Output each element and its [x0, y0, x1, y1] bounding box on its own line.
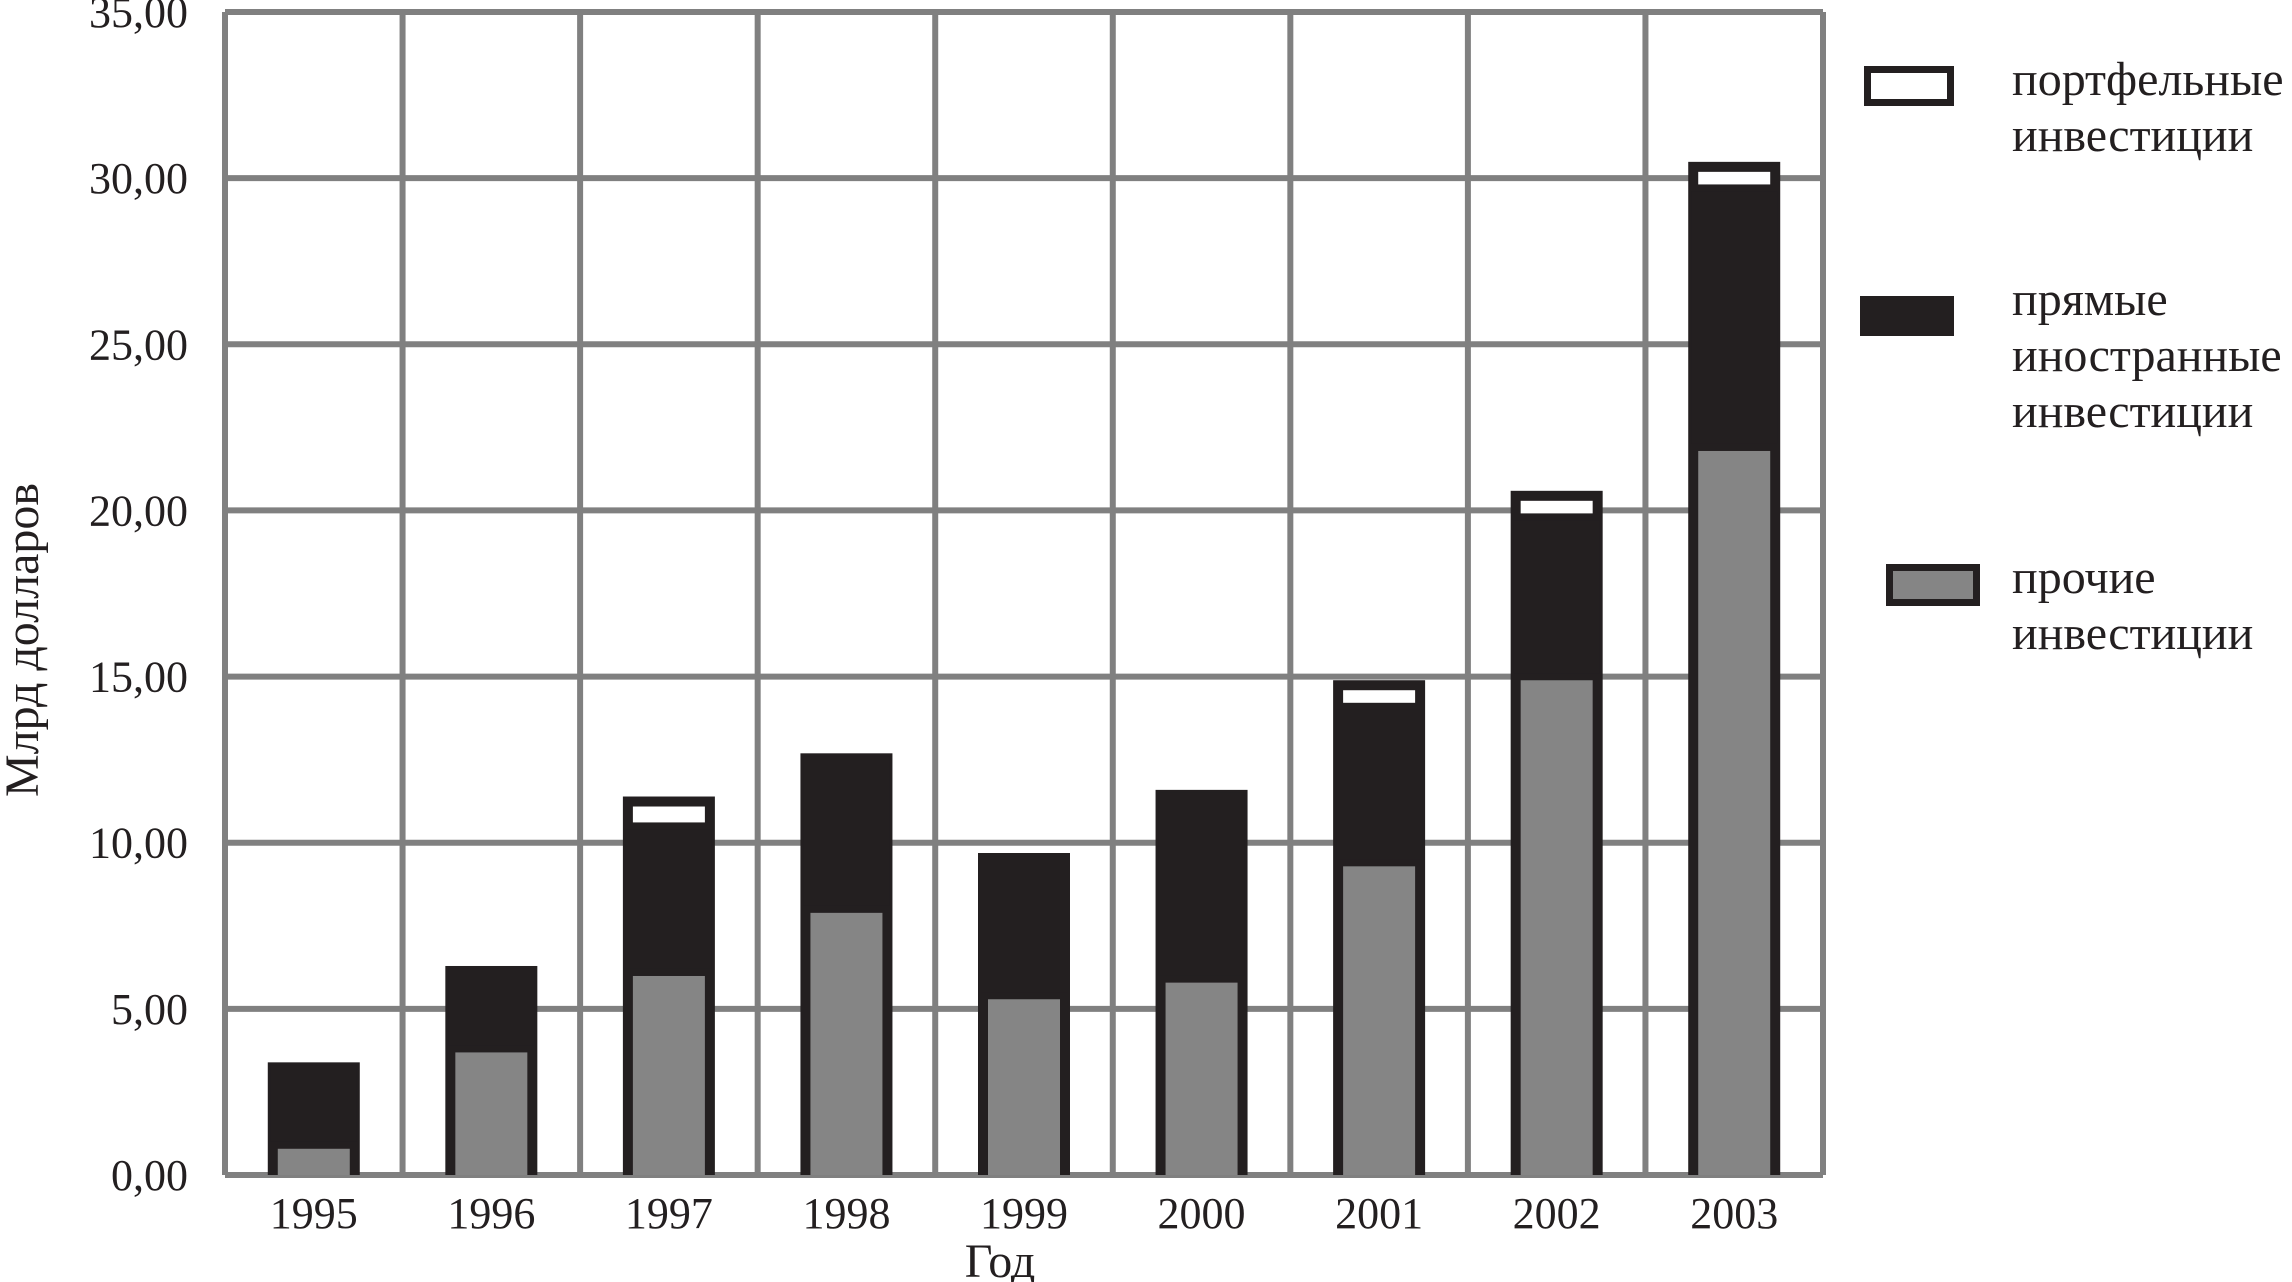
- bar-segment-portfolio: [1343, 690, 1416, 703]
- x-tick-label: 1997: [625, 1189, 713, 1238]
- bar-segment-other: [1343, 866, 1416, 1175]
- bar-segment-portfolio: [632, 806, 705, 823]
- legend-swatch-fdi: [1860, 296, 1954, 336]
- bar-segment-other: [455, 1052, 528, 1175]
- y-tick-label: 0,00: [111, 1151, 188, 1200]
- bar-segment-other: [988, 999, 1060, 1175]
- x-tick-labels: 1995 1996 1997 1998 1999 2000 2001 2002 2003: [270, 1189, 1778, 1238]
- bar-segment-other: [1520, 680, 1593, 1175]
- y-tick-label: 35,00: [89, 0, 188, 37]
- bar-segment-other: [1698, 450, 1771, 1175]
- x-tick-label: 1998: [802, 1189, 890, 1238]
- bar-segment-fdi: [1158, 792, 1245, 976]
- legend-text: инвестиции: [2012, 607, 2254, 660]
- y-tick-label: 5,00: [111, 985, 188, 1034]
- x-tick-label: 2001: [1335, 1189, 1423, 1238]
- grid-lines: [222, 9, 1826, 1178]
- y-tick-label: 30,00: [89, 154, 188, 203]
- x-tick-label: 1995: [270, 1189, 358, 1238]
- legend-label-fdi: прямые иностранные инвестиции: [2012, 272, 2282, 440]
- bar-segment-portfolio: [1698, 171, 1771, 185]
- x-tick-label: 1996: [447, 1189, 535, 1238]
- bar-segment-fdi: [1691, 191, 1778, 444]
- legend-swatch-other: [1886, 564, 1980, 606]
- x-tick-label: 2003: [1690, 1189, 1778, 1238]
- legend-swatch-portfolio: [1864, 66, 1954, 106]
- bar-segment-fdi: [1336, 709, 1423, 860]
- legend-text: портфельные: [2012, 53, 2284, 106]
- x-axis-title: Год: [965, 1235, 1036, 1282]
- legend-text: прямые: [2012, 273, 2168, 326]
- y-tick-label: 20,00: [89, 486, 188, 535]
- x-tick-label: 1999: [980, 1189, 1068, 1238]
- bar-segment-fdi: [448, 968, 535, 1046]
- y-tick-label: 25,00: [89, 320, 188, 369]
- x-tick-label: 2002: [1513, 1189, 1601, 1238]
- legend-label-other: прочие инвестиции: [2012, 550, 2253, 662]
- bar-segment-fdi: [803, 756, 890, 906]
- legend-text: иностранные: [2012, 329, 2282, 382]
- bar-segment-other: [810, 912, 883, 1175]
- bar-segment-other: [277, 1148, 350, 1175]
- bar-segment-fdi: [1513, 520, 1600, 674]
- legend-text: инвестиции: [2012, 109, 2254, 162]
- y-axis-title: Млрд долларов: [0, 483, 49, 797]
- bar-segment-fdi: [270, 1065, 357, 1142]
- bar-segment-other: [632, 975, 705, 1175]
- bar-segment-other: [1165, 982, 1238, 1175]
- bar-segment-fdi: [625, 829, 712, 969]
- y-tick-label: 15,00: [89, 653, 188, 702]
- bar-segment-portfolio: [1520, 500, 1593, 514]
- bars: [267, 161, 1781, 1175]
- legend-text: прочие: [2012, 551, 2156, 604]
- y-tick-label: 10,00: [89, 819, 188, 868]
- bar-segment-fdi: [981, 856, 1067, 993]
- y-tick-labels: 0,00 5,00 10,00 15,00 20,00 25,00 30,00 35,00: [89, 0, 188, 1200]
- legend-text: инвестиции: [2012, 385, 2254, 438]
- x-tick-label: 2000: [1158, 1189, 1246, 1238]
- legend-label-portfolio: портфельные инвестиции: [2012, 52, 2284, 164]
